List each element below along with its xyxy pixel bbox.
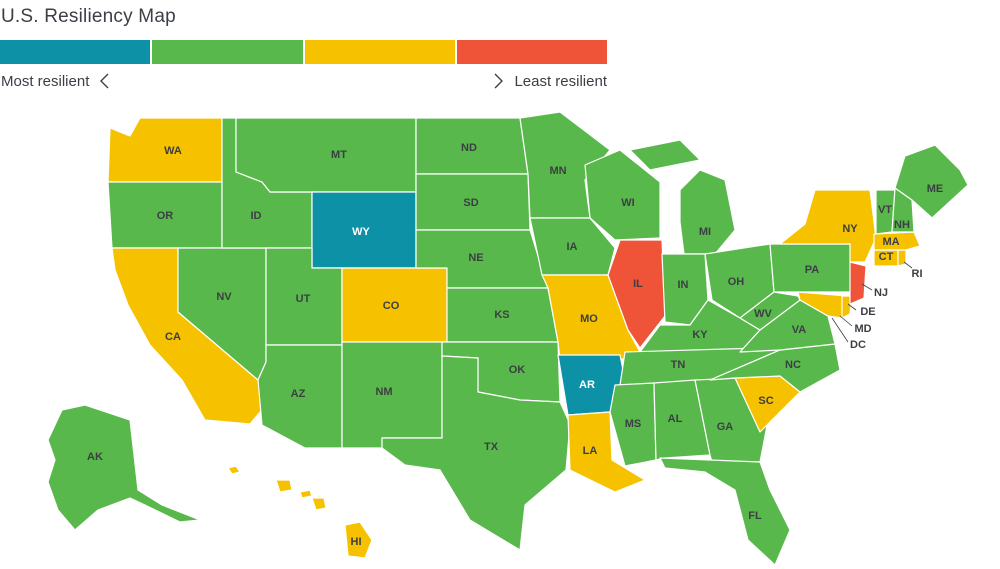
state-tx[interactable] bbox=[381, 355, 571, 551]
leader-line-dc bbox=[831, 317, 849, 343]
resiliency-legend-bar bbox=[0, 40, 607, 64]
state-label-fl: FL bbox=[748, 510, 762, 522]
leader-line-md bbox=[839, 315, 853, 327]
state-label-mt: MT bbox=[331, 149, 347, 161]
state-mi[interactable] bbox=[629, 139, 736, 255]
state-label-mi: MI bbox=[699, 226, 711, 238]
legend-tier-2 bbox=[150, 40, 303, 64]
state-label-ok: OK bbox=[509, 364, 526, 376]
state-nj[interactable] bbox=[849, 261, 867, 305]
state-label-or: OR bbox=[157, 210, 174, 222]
state-label-nh: NH bbox=[894, 219, 910, 231]
state-label-wa: WA bbox=[164, 145, 182, 157]
state-label-al: AL bbox=[668, 413, 683, 425]
state-label-ia: IA bbox=[567, 241, 578, 253]
legend-tier-3 bbox=[302, 40, 455, 64]
state-label-ny: NY bbox=[842, 223, 858, 235]
state-label-ri: RI bbox=[912, 268, 923, 280]
us-resiliency-map: WA OR CA NV ID MT WY UT CO AZ NM ND SD N… bbox=[47, 111, 969, 566]
state-label-ut: UT bbox=[296, 293, 311, 305]
state-label-nc: NC bbox=[785, 359, 801, 371]
state-label-wv: WV bbox=[754, 308, 772, 320]
state-label-va: VA bbox=[792, 324, 807, 336]
state-label-vt: VT bbox=[878, 204, 892, 216]
state-label-co: CO bbox=[383, 300, 400, 312]
state-label-wy: WY bbox=[352, 226, 370, 238]
chevron-left-icon bbox=[97, 72, 113, 90]
state-label-ct: CT bbox=[879, 251, 894, 263]
state-il[interactable] bbox=[607, 239, 666, 349]
legend-tier-1 bbox=[0, 40, 151, 64]
leader-line-de bbox=[847, 303, 857, 311]
legend-left-label: Most resilient bbox=[1, 72, 90, 90]
map-title: U.S. Resiliency Map bbox=[1, 6, 176, 27]
leader-line-nj bbox=[861, 283, 873, 291]
state-ms[interactable] bbox=[609, 382, 657, 467]
legend-least-resilient: Least resilient bbox=[490, 72, 607, 90]
state-label-md: MD bbox=[854, 323, 871, 335]
state-label-ms: MS bbox=[625, 418, 642, 430]
state-label-ne: NE bbox=[468, 252, 483, 264]
state-me[interactable] bbox=[894, 144, 969, 219]
state-ia[interactable] bbox=[529, 217, 616, 276]
state-label-ks: KS bbox=[494, 309, 509, 321]
state-mt[interactable] bbox=[235, 117, 417, 193]
state-label-il: IL bbox=[633, 278, 643, 290]
state-label-la: LA bbox=[583, 445, 598, 457]
state-label-me: ME bbox=[927, 183, 944, 195]
state-hi[interactable] bbox=[227, 465, 373, 559]
state-label-pa: PA bbox=[805, 264, 820, 276]
state-md[interactable] bbox=[797, 291, 849, 319]
state-label-sc: SC bbox=[758, 395, 773, 407]
state-label-tx: TX bbox=[484, 441, 499, 453]
state-fl[interactable] bbox=[659, 457, 791, 566]
state-label-ar: AR bbox=[579, 379, 595, 391]
state-wi[interactable] bbox=[584, 149, 661, 241]
state-label-az: AZ bbox=[291, 388, 306, 400]
state-al[interactable] bbox=[653, 379, 711, 461]
state-label-ma: MA bbox=[882, 236, 899, 248]
state-label-de: DE bbox=[860, 306, 875, 318]
state-label-dc: DC bbox=[850, 339, 866, 351]
state-label-hi: HI bbox=[351, 536, 362, 548]
state-label-oh: OH bbox=[728, 276, 745, 288]
state-label-nm: NM bbox=[375, 386, 392, 398]
state-label-id: ID bbox=[251, 210, 262, 222]
legend-right-label: Least resilient bbox=[514, 72, 607, 90]
state-label-nd: ND bbox=[461, 142, 477, 154]
leader-line-ri bbox=[903, 261, 913, 269]
state-label-wi: WI bbox=[621, 197, 634, 209]
state-label-mn: MN bbox=[549, 165, 566, 177]
chevron-right-icon bbox=[490, 72, 506, 90]
legend-labels: Most resilient Least resilient bbox=[0, 72, 607, 94]
state-mn[interactable] bbox=[519, 111, 611, 219]
state-label-mo: MO bbox=[580, 313, 598, 325]
state-label-nj: NJ bbox=[874, 287, 888, 299]
state-label-tn: TN bbox=[671, 359, 686, 371]
state-label-ky: KY bbox=[692, 329, 708, 341]
state-label-ga: GA bbox=[717, 421, 734, 433]
state-ak[interactable] bbox=[47, 404, 201, 531]
state-label-nv: NV bbox=[216, 291, 232, 303]
state-label-ak: AK bbox=[87, 451, 103, 463]
legend-most-resilient: Most resilient bbox=[1, 72, 113, 90]
state-ri[interactable] bbox=[897, 249, 907, 267]
legend-tier-4 bbox=[454, 40, 607, 64]
state-label-ca: CA bbox=[165, 331, 181, 343]
state-label-in: IN bbox=[678, 279, 689, 291]
state-label-sd: SD bbox=[463, 197, 478, 209]
